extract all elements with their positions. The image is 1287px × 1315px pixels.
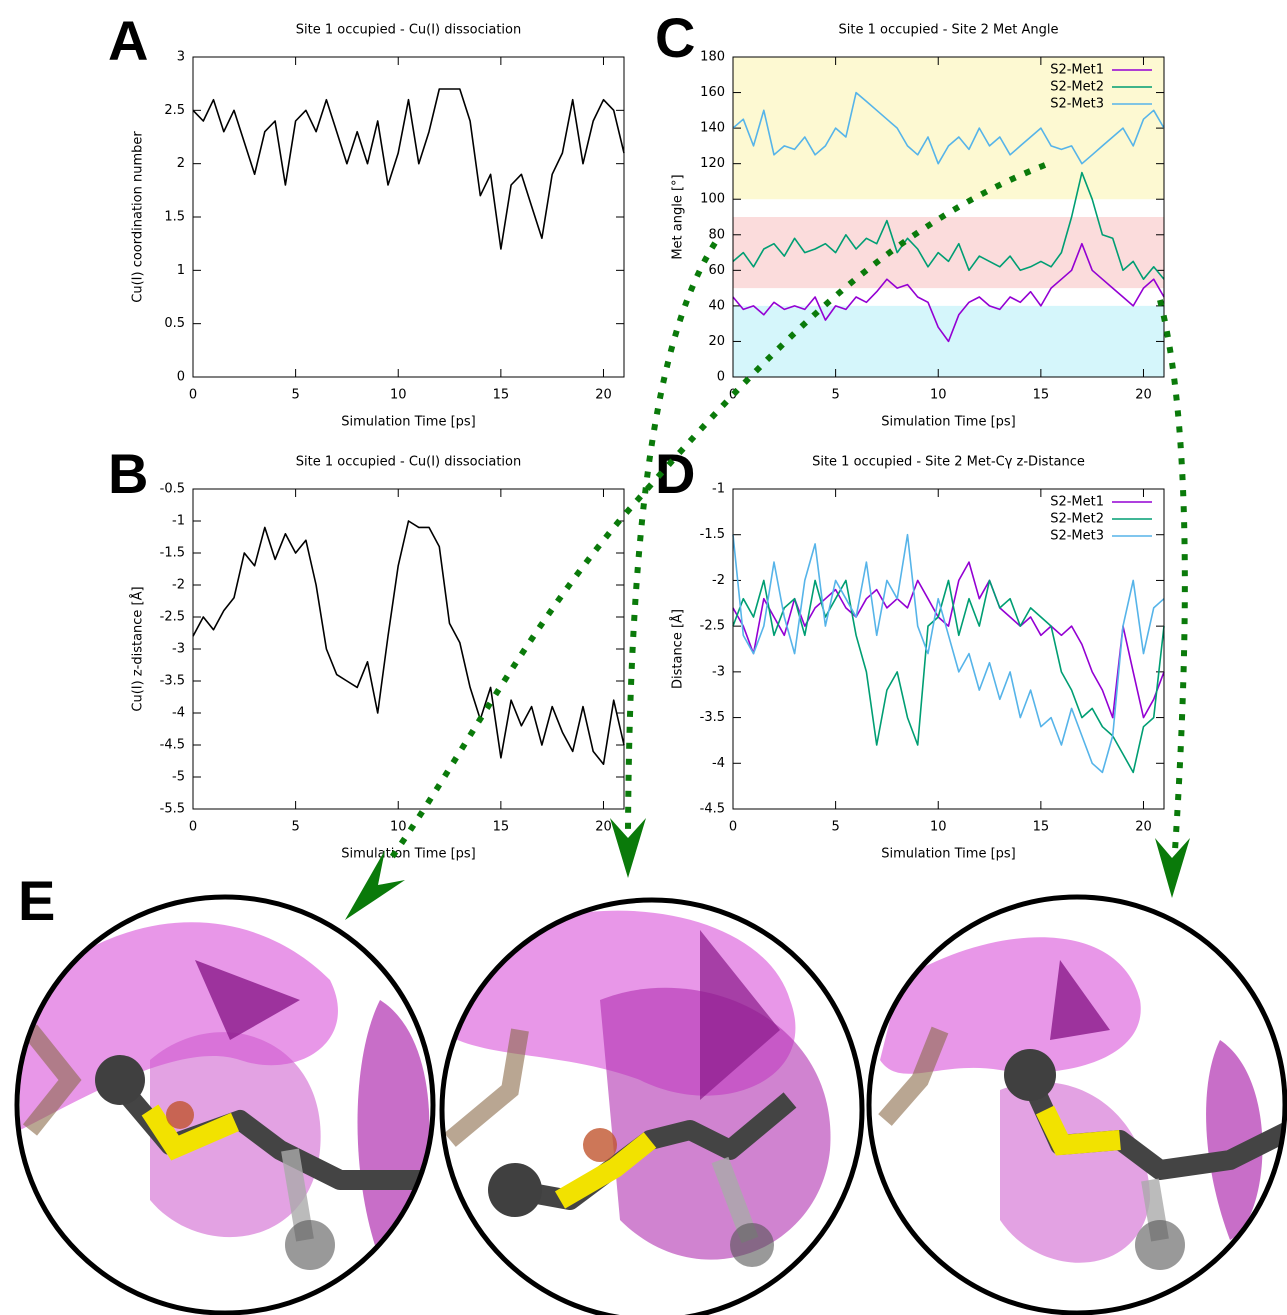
x-tick-label: 5 xyxy=(291,820,299,835)
y-tick-label: -1 xyxy=(172,514,185,529)
snapshot-1 xyxy=(20,922,430,1270)
plot-frame xyxy=(193,57,624,377)
x-tick-label: 5 xyxy=(831,820,839,835)
y-tick-label: 0 xyxy=(177,370,185,385)
y-tick-label: -4 xyxy=(712,756,725,771)
x-tick-label: 10 xyxy=(390,820,407,835)
y-tick-label: 2 xyxy=(177,156,185,171)
panel-label: E xyxy=(18,869,55,932)
plot-frame xyxy=(193,489,624,809)
x-tick-label: 0 xyxy=(729,820,737,835)
data-line xyxy=(193,521,624,764)
chart: C Site 1 occupied - Site 2 Met Angle Simul… xyxy=(655,6,1164,430)
x-tick-label: 15 xyxy=(493,388,510,403)
y-tick-label: -3 xyxy=(712,664,725,679)
chart-title: Site 1 occupied - Cu(I) dissociation xyxy=(296,23,521,38)
y-tick-label: 3 xyxy=(177,50,185,65)
data-line xyxy=(733,562,1164,718)
y-tick-label: -3 xyxy=(172,642,185,657)
x-tick-label: 15 xyxy=(1033,820,1050,835)
x-tick-label: 20 xyxy=(595,820,612,835)
figure: A Site 1 occupied - Cu(I) dissociation Sim… xyxy=(0,0,1287,1315)
data-line xyxy=(733,535,1164,773)
chart-title: Site 1 occupied - Site 2 Met-Cγ z-Distan… xyxy=(812,455,1085,470)
arrow-heads xyxy=(345,818,1190,920)
x-tick-label: 10 xyxy=(930,820,947,835)
x-tick-label: 5 xyxy=(291,388,299,403)
y-tick-label: -4.5 xyxy=(160,738,185,753)
x-tick-label: 10 xyxy=(390,388,407,403)
x-axis-label: Simulation Time [ps] xyxy=(341,415,476,430)
x-tick-label: 20 xyxy=(1135,388,1152,403)
band xyxy=(733,57,1164,199)
y-tick-label: 0 xyxy=(717,370,725,385)
y-tick-label: -5.5 xyxy=(160,802,185,817)
chart-title: Site 1 occupied - Site 2 Met Angle xyxy=(839,23,1059,38)
y-tick-label: 40 xyxy=(708,298,725,313)
y-tick-label: -2 xyxy=(712,573,725,588)
y-tick-label: -4.5 xyxy=(700,802,725,817)
y-tick-label: 0.5 xyxy=(164,316,185,331)
y-tick-label: 2.5 xyxy=(164,103,185,118)
panel-label: C xyxy=(655,6,695,69)
legend-label: S2-Met2 xyxy=(1050,512,1104,527)
y-tick-label: -4 xyxy=(172,706,185,721)
y-tick-label: 60 xyxy=(708,263,725,278)
y-tick-label: 100 xyxy=(700,192,725,207)
y-tick-label: -5 xyxy=(172,770,185,785)
y-tick-label: -3.5 xyxy=(700,710,725,725)
x-tick-label: 15 xyxy=(493,820,510,835)
y-tick-label: -1.5 xyxy=(160,546,185,561)
legend-label: S2-Met3 xyxy=(1050,97,1104,112)
legend-label: S2-Met1 xyxy=(1050,495,1104,510)
x-tick-label: 20 xyxy=(595,388,612,403)
y-axis-label: Cu(I) z-distance [Å] xyxy=(130,586,146,711)
y-axis-label: Cu(I) coordination number xyxy=(131,131,146,303)
chart: A Site 1 occupied - Cu(I) dissociation Sim… xyxy=(108,9,624,430)
chart: B Site 1 occupied - Cu(I) dissociation Sim… xyxy=(108,442,624,862)
legend-label: S2-Met2 xyxy=(1050,80,1104,95)
x-tick-label: 20 xyxy=(1135,820,1152,835)
x-tick-label: 5 xyxy=(831,388,839,403)
x-axis-label: Simulation Time [ps] xyxy=(341,847,476,862)
panel-label: B xyxy=(108,442,148,505)
y-tick-label: 120 xyxy=(700,156,725,171)
y-axis-label: Distance [Å] xyxy=(670,609,686,689)
y-tick-label: -1 xyxy=(712,482,725,497)
y-tick-label: 140 xyxy=(700,121,725,136)
snapshot-3 xyxy=(880,937,1287,1270)
data-line xyxy=(193,89,624,249)
x-axis-label: Simulation Time [ps] xyxy=(881,415,1016,430)
y-tick-label: -2.5 xyxy=(160,610,185,625)
y-tick-label: -2 xyxy=(172,578,185,593)
y-axis-label: Met angle [°] xyxy=(671,174,686,259)
y-tick-label: 80 xyxy=(708,227,725,242)
y-tick-label: -3.5 xyxy=(160,674,185,689)
data-line xyxy=(733,580,1164,772)
legend-label: S2-Met3 xyxy=(1050,529,1104,544)
y-tick-label: 1 xyxy=(177,263,185,278)
x-tick-label: 10 xyxy=(930,388,947,403)
legend-label: S2-Met1 xyxy=(1050,63,1104,78)
y-tick-label: 160 xyxy=(700,85,725,100)
panel-label: A xyxy=(108,9,148,72)
y-tick-label: 180 xyxy=(700,50,725,65)
chart-title: Site 1 occupied - Cu(I) dissociation xyxy=(296,455,521,470)
x-tick-label: 15 xyxy=(1033,388,1050,403)
y-tick-label: -0.5 xyxy=(160,482,185,497)
chart: DSite 1 occupied - Site 2 Met-Cγ z-Dista… xyxy=(655,442,1164,862)
x-tick-label: 0 xyxy=(189,820,197,835)
y-tick-label: 1.5 xyxy=(164,210,185,225)
y-tick-label: -2.5 xyxy=(700,619,725,634)
x-tick-label: 0 xyxy=(189,388,197,403)
y-tick-label: 20 xyxy=(708,334,725,349)
y-tick-label: -1.5 xyxy=(700,527,725,542)
x-axis-label: Simulation Time [ps] xyxy=(881,847,1016,862)
